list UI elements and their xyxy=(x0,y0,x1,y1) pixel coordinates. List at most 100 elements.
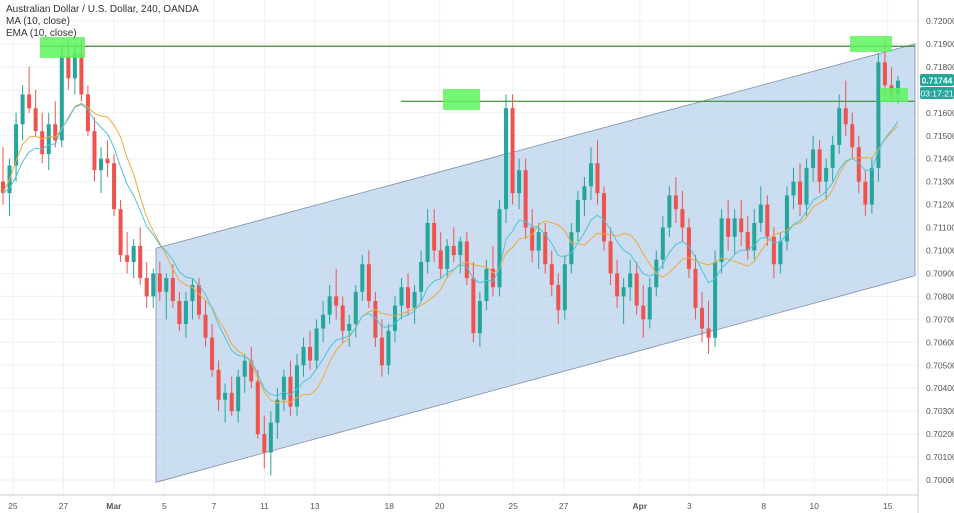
candle-down xyxy=(118,209,123,256)
candle-down xyxy=(432,222,437,251)
ema-legend: EMA (10, close) xyxy=(6,28,77,39)
channel-fill xyxy=(155,43,916,483)
x-tick-label: 15 xyxy=(883,501,893,511)
x-tick-label: 20 xyxy=(435,501,445,511)
candle-down xyxy=(262,434,267,453)
candle-down xyxy=(379,337,384,366)
candle-up xyxy=(504,108,509,210)
indicators xyxy=(2,102,899,404)
y-tick-label: 0.71400 xyxy=(926,154,954,164)
candle-up xyxy=(811,149,816,168)
candle-up xyxy=(628,273,633,288)
x-tick-label: 27 xyxy=(59,501,69,511)
candle-down xyxy=(490,268,495,288)
candle-up xyxy=(164,278,169,292)
candle-up xyxy=(569,232,574,265)
candle-down xyxy=(406,287,411,308)
candle-up xyxy=(517,170,522,194)
candle-up xyxy=(281,376,286,400)
candle-up xyxy=(837,108,842,145)
ma-line xyxy=(2,102,899,404)
last-price-text: 0.71744 xyxy=(922,76,953,86)
candle-up xyxy=(183,300,188,324)
candle-up xyxy=(419,261,424,292)
candle-down xyxy=(464,241,469,279)
candle-down xyxy=(608,241,613,274)
candle-up xyxy=(268,422,273,453)
candle-up xyxy=(824,167,829,182)
candle-up xyxy=(804,167,809,205)
y-tick-label: 0.71200 xyxy=(926,200,954,210)
candle-down xyxy=(196,284,201,315)
candle-down xyxy=(53,124,58,141)
candle-up xyxy=(275,399,280,423)
candle-down xyxy=(170,278,175,301)
x-tick-label: 3 xyxy=(687,501,692,511)
candle-down xyxy=(673,195,678,210)
y-tick-label: 0.70900 xyxy=(926,268,954,278)
candle-down xyxy=(366,264,371,301)
ma-legend: MA (10, close) xyxy=(6,16,70,27)
candle-up xyxy=(562,264,567,311)
candle-up xyxy=(732,218,737,237)
y-tick-label: 0.71800 xyxy=(926,62,954,72)
highlight-box xyxy=(443,89,480,110)
candle-up xyxy=(20,94,25,125)
x-tick-label: Apr xyxy=(633,501,648,511)
candle-up xyxy=(46,124,51,155)
candle-down xyxy=(92,131,97,171)
candle-down xyxy=(288,376,293,407)
y-tick-label: 0.71300 xyxy=(926,177,954,187)
candle-down xyxy=(105,158,110,164)
candle-down xyxy=(177,300,182,324)
candle-up xyxy=(392,305,397,331)
candle-down xyxy=(451,245,456,256)
candle-up xyxy=(314,328,319,361)
candle-up xyxy=(621,287,626,297)
candle-up xyxy=(301,346,306,366)
candle-down xyxy=(602,193,607,242)
candle-up xyxy=(484,268,489,301)
candle-down xyxy=(112,163,117,210)
y-tick-label: 0.70500 xyxy=(926,360,954,370)
candle-up xyxy=(72,53,77,79)
candle-up xyxy=(59,55,64,141)
resistance-levels xyxy=(40,45,915,102)
candle-up xyxy=(791,181,796,196)
candle-up xyxy=(347,323,352,331)
candle-down xyxy=(138,245,143,279)
candle-up xyxy=(536,232,541,251)
candle-down xyxy=(726,218,731,237)
candle-down xyxy=(157,273,162,292)
x-tick-label: 25 xyxy=(8,501,18,511)
candle-down xyxy=(634,273,639,306)
candle-down xyxy=(615,273,620,297)
candle-down xyxy=(556,284,561,311)
candle-up xyxy=(660,227,665,260)
x-tick-label: 27 xyxy=(559,501,569,511)
candle-up xyxy=(477,300,482,334)
x-tick-label: 5 xyxy=(162,501,167,511)
candle-down xyxy=(817,149,822,182)
candle-down xyxy=(510,108,515,194)
highlight-box xyxy=(40,37,85,58)
countdown-badge xyxy=(920,87,954,99)
candle-up xyxy=(458,241,463,256)
highlight-box xyxy=(850,36,892,52)
y-tick-label: 0.71900 xyxy=(926,39,954,49)
candle-down xyxy=(79,53,84,95)
candle-down xyxy=(641,305,646,320)
candle-up xyxy=(758,204,763,223)
x-tick-label: Mar xyxy=(106,501,122,511)
y-tick-label: 0.70300 xyxy=(926,406,954,416)
y-tick-label: 0.70200 xyxy=(926,429,954,439)
candle-down xyxy=(125,255,130,262)
candle-down xyxy=(85,94,90,132)
candle-up xyxy=(575,200,580,233)
candle-up xyxy=(647,287,652,320)
candle-up xyxy=(399,287,404,306)
candle-down xyxy=(700,307,705,329)
